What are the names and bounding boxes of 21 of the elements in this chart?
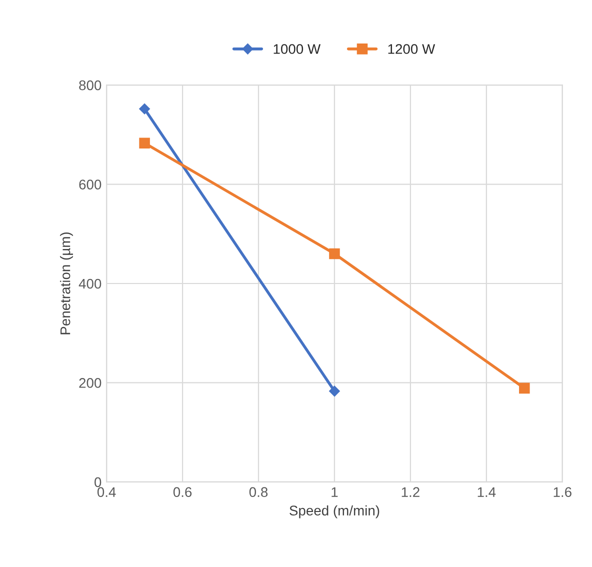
point bbox=[519, 382, 530, 394]
y-tick-label: 400 bbox=[78, 278, 102, 289]
y-axis-title: Penetration (µm) bbox=[60, 232, 73, 334]
x-tick-label: 0.6 bbox=[173, 487, 192, 498]
point bbox=[139, 138, 150, 148]
x-axis-title: Speed (m/min) bbox=[290, 505, 380, 518]
y-tick-label: 600 bbox=[79, 180, 102, 190]
point bbox=[139, 103, 150, 114]
x-tick-label: 0.4 bbox=[97, 487, 116, 498]
x-tick-label: 0.8 bbox=[249, 487, 268, 498]
y-tick-label: 0 bbox=[94, 477, 102, 488]
point bbox=[329, 386, 340, 397]
x-tick-label: 1.4 bbox=[478, 487, 496, 497]
legend-label: 1200 W bbox=[388, 44, 436, 54]
x-tick-label: 1.2 bbox=[402, 487, 420, 497]
point bbox=[329, 248, 340, 260]
x-tick-label: 1.6 bbox=[554, 487, 572, 498]
legend-label: 1000 W bbox=[274, 44, 321, 54]
x-tick-label: 1 bbox=[332, 487, 338, 497]
y-tick-label: 800 bbox=[79, 80, 102, 90]
y-tick-label: 200 bbox=[79, 378, 102, 388]
